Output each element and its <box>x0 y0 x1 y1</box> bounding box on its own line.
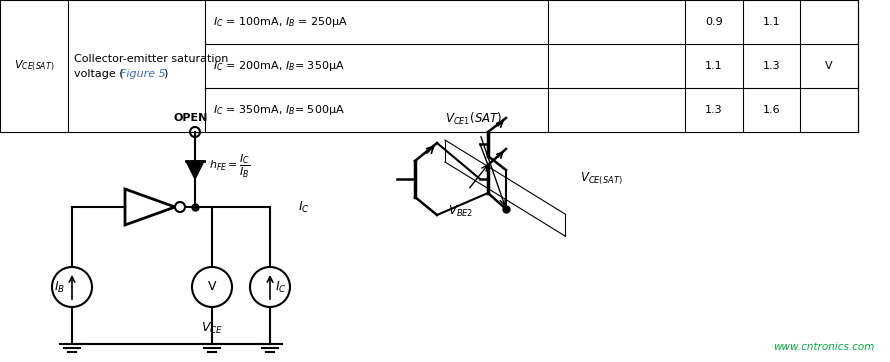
Polygon shape <box>186 161 204 179</box>
Text: $I_C$ = 100mA, $I_B$ = 250μA: $I_C$ = 100mA, $I_B$ = 250μA <box>213 15 348 29</box>
Text: $V_{CE}$: $V_{CE}$ <box>201 321 223 336</box>
Text: $V_{CE(SAT)}$: $V_{CE(SAT)}$ <box>14 59 54 73</box>
Text: $I_C$ = 350mA, $I_B$= 500μA: $I_C$ = 350mA, $I_B$= 500μA <box>213 103 344 117</box>
Text: Collector-emitter saturation: Collector-emitter saturation <box>74 54 229 64</box>
Text: 1.3: 1.3 <box>763 61 781 71</box>
Text: 0.9: 0.9 <box>705 17 723 27</box>
Text: 1.1: 1.1 <box>763 17 781 27</box>
Text: $h_{FE} = \dfrac{I_C}{I_B}$: $h_{FE} = \dfrac{I_C}{I_B}$ <box>209 152 250 180</box>
Text: 1.1: 1.1 <box>705 61 723 71</box>
Text: Figure 5: Figure 5 <box>120 69 166 79</box>
Text: 1.6: 1.6 <box>763 105 781 115</box>
Text: 1.3: 1.3 <box>705 105 723 115</box>
Text: V: V <box>207 281 216 294</box>
Text: $I_C$ = 200mA, $I_B$= 350μA: $I_C$ = 200mA, $I_B$= 350μA <box>213 59 344 73</box>
Text: $V_{CE(SAT)}$: $V_{CE(SAT)}$ <box>580 171 623 187</box>
Text: V: V <box>825 61 833 71</box>
Text: $I_B$: $I_B$ <box>53 279 65 295</box>
Text: voltage (: voltage ( <box>74 69 124 79</box>
Text: $I_C$: $I_C$ <box>275 279 287 295</box>
Text: www.cntronics.com: www.cntronics.com <box>773 342 875 352</box>
Text: ): ) <box>163 69 167 79</box>
Text: OPEN: OPEN <box>174 113 208 123</box>
Text: $I_C$: $I_C$ <box>298 199 310 215</box>
Text: $V_{CE1}(SAT)$: $V_{CE1}(SAT)$ <box>445 111 503 127</box>
Text: $V_{BE2}$: $V_{BE2}$ <box>448 204 473 219</box>
